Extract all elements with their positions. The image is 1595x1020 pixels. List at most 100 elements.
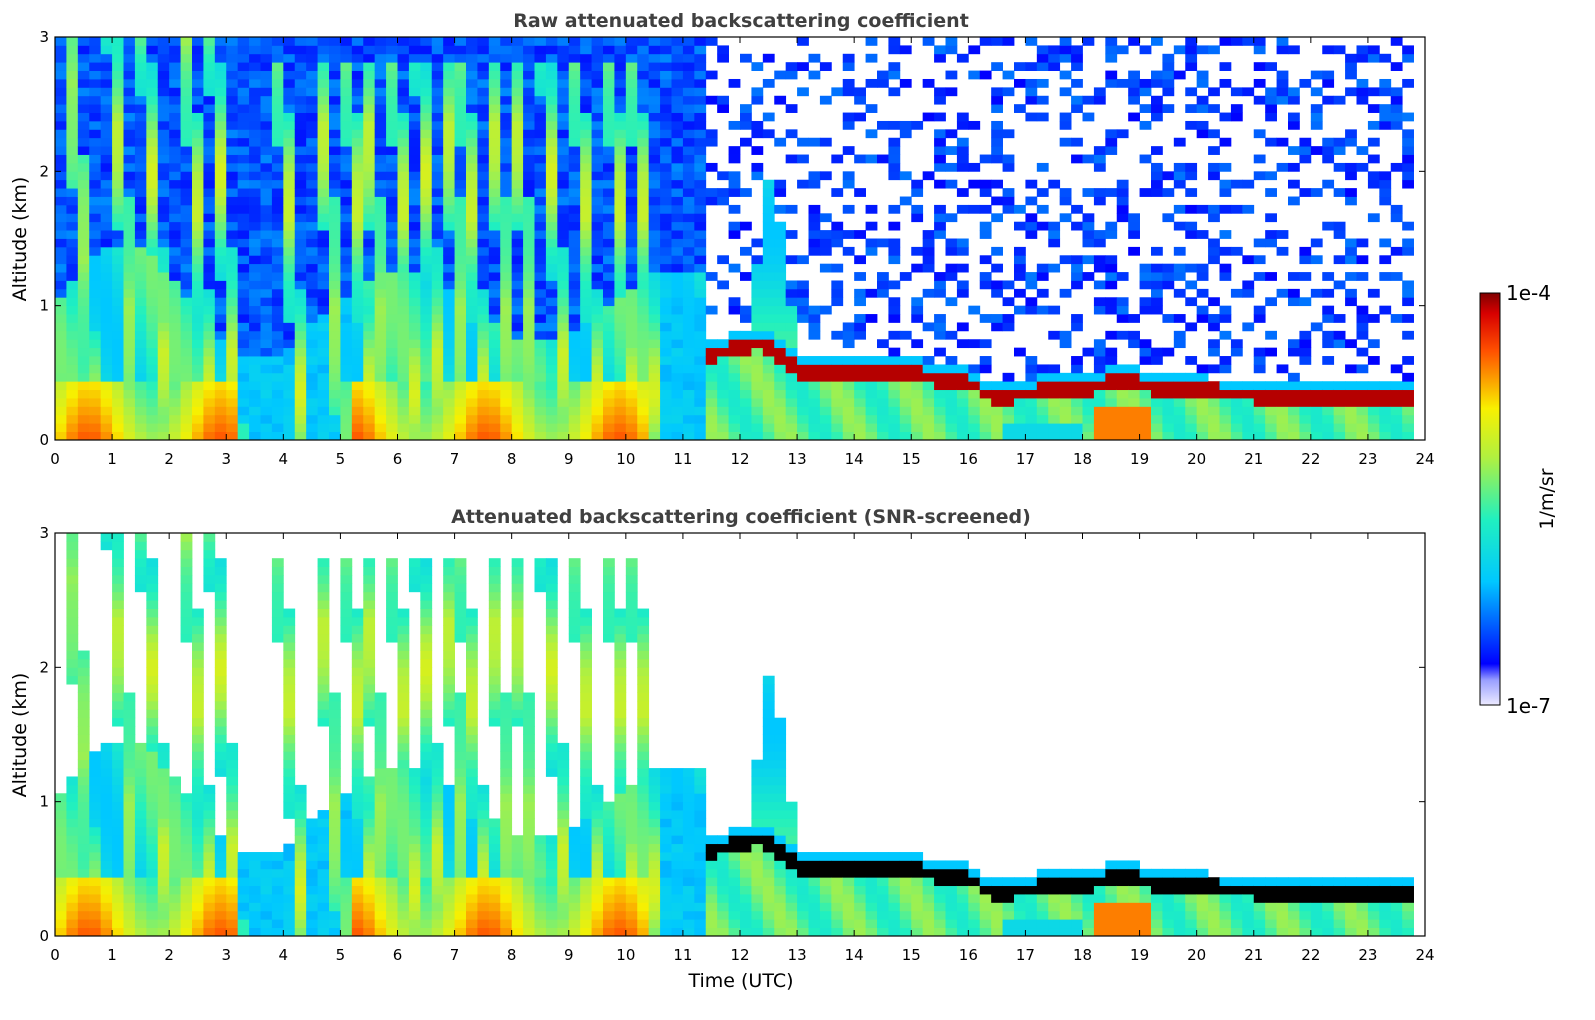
panel-raw-heatmap-cell bbox=[340, 37, 353, 46]
panel-raw-heatmap-cell bbox=[66, 330, 79, 340]
panel-raw-heatmap-cell bbox=[1105, 78, 1118, 88]
panel-raw-heatmap-cell bbox=[1196, 230, 1209, 239]
panel-raw-heatmap-cell bbox=[740, 137, 752, 147]
panel-raw-heatmap-cell bbox=[294, 288, 307, 298]
panel-screened-heatmap-cell bbox=[192, 608, 204, 618]
panel-raw-heatmap-cell bbox=[329, 406, 341, 416]
panel-raw-heatmap-cell bbox=[443, 162, 455, 172]
panel-raw-heatmap-cell bbox=[1333, 423, 1346, 433]
panel-raw-heatmap-cell bbox=[77, 347, 90, 357]
panel-raw-heatmap-cell bbox=[568, 78, 581, 88]
panel-raw-heatmap-cell bbox=[740, 221, 752, 231]
panel-raw-heatmap-cell bbox=[249, 230, 261, 239]
panel-raw-heatmap-cell bbox=[420, 221, 433, 231]
panel-raw-heatmap-cell bbox=[397, 45, 410, 55]
panel-raw-heatmap-cell bbox=[329, 280, 341, 290]
panel-raw-heatmap-cell bbox=[511, 213, 524, 223]
panel-screened-heatmap-cell bbox=[146, 684, 159, 693]
panel-screened-heatmap-cell bbox=[180, 600, 193, 609]
panel-raw-heatmap-cell bbox=[386, 431, 398, 441]
panel-raw-heatmap-cell bbox=[603, 406, 615, 416]
panel-raw-heatmap-cell bbox=[694, 204, 707, 214]
panel-raw-heatmap-cell bbox=[1002, 129, 1015, 139]
panel-screened-heatmap-cell bbox=[214, 709, 227, 719]
panel-raw-heatmap-cell bbox=[55, 238, 67, 248]
panel-raw-heatmap-cell bbox=[523, 246, 535, 256]
panel-screened-heatmap-cell bbox=[317, 574, 330, 584]
panel-raw-heatmap-cell bbox=[340, 280, 353, 290]
panel-raw-heatmap-cell bbox=[934, 221, 946, 231]
panel-raw-heatmap-cell bbox=[1402, 112, 1414, 122]
panel-raw-heatmap-cell bbox=[694, 347, 707, 357]
panel-raw-heatmap-cell bbox=[443, 196, 455, 206]
panel-raw-heatmap-cell bbox=[1082, 381, 1095, 391]
panel-raw-heatmap-cell bbox=[488, 297, 501, 307]
panel-raw-heatmap-cell bbox=[203, 87, 216, 97]
panel-raw-heatmap-cell bbox=[488, 246, 501, 256]
panel-raw-heatmap-cell bbox=[340, 381, 353, 391]
panel-raw-heatmap-cell bbox=[1059, 381, 1072, 391]
panel-raw-heatmap-cell bbox=[1322, 414, 1335, 424]
panel-raw-heatmap-cell bbox=[226, 263, 239, 273]
panel-raw-heatmap-cell bbox=[180, 314, 193, 323]
panel-raw-heatmap-cell bbox=[660, 230, 672, 239]
panel-raw-heatmap-cell bbox=[1310, 423, 1323, 433]
panel-raw-heatmap-cell bbox=[271, 221, 284, 231]
panel-raw-heatmap-cell bbox=[408, 280, 421, 290]
panel-raw-heatmap-cell bbox=[728, 356, 741, 365]
panel-screened-heatmap-cell bbox=[329, 742, 341, 752]
panel-raw-heatmap-cell bbox=[363, 221, 376, 231]
panel-raw-heatmap-cell bbox=[648, 37, 661, 46]
panel-raw-heatmap-cell bbox=[408, 414, 421, 424]
panel-raw-heatmap-cell bbox=[1402, 154, 1414, 164]
panel-raw-heatmap-cell bbox=[614, 305, 627, 315]
panel-raw-heatmap-cell bbox=[237, 112, 250, 122]
panel-raw-heatmap-cell bbox=[408, 230, 421, 239]
panel-screened-heatmap-cell bbox=[351, 667, 364, 677]
panel-raw-heatmap-cell bbox=[1196, 381, 1209, 391]
panel-raw-heatmap-cell bbox=[477, 297, 490, 307]
panel-raw-heatmap-cell bbox=[203, 154, 216, 164]
panel-raw-heatmap-cell bbox=[682, 364, 695, 374]
panel-raw-heatmap-cell bbox=[625, 297, 638, 307]
panel-raw-heatmap-cell bbox=[877, 372, 889, 382]
panel-raw-heatmap-cell bbox=[466, 120, 478, 130]
panel-raw-heatmap-cell bbox=[237, 389, 250, 399]
panel-raw-heatmap-cell bbox=[865, 406, 878, 416]
panel-raw-heatmap-cell bbox=[443, 146, 455, 155]
panel-raw-heatmap-cell bbox=[157, 221, 170, 231]
panel-raw-heatmap-cell bbox=[1356, 45, 1369, 55]
panel-raw-heatmap-cell bbox=[466, 347, 478, 357]
panel-raw-heatmap-cell bbox=[55, 406, 67, 416]
panel-raw-heatmap-cell bbox=[671, 179, 684, 189]
panel-raw-heatmap-cell bbox=[831, 230, 844, 239]
panel-raw-heatmap-cell bbox=[637, 305, 650, 315]
panel-raw-heatmap-cell bbox=[77, 364, 90, 374]
panel-raw-heatmap-cell bbox=[351, 137, 364, 147]
panel-raw-heatmap-cell bbox=[568, 238, 581, 248]
panel-raw-heatmap-cell bbox=[979, 280, 992, 290]
panel-screened-heatmap-cell bbox=[112, 776, 124, 786]
panel-raw-heatmap-cell bbox=[1014, 104, 1026, 113]
panel-raw-heatmap-cell bbox=[625, 238, 638, 248]
panel-raw-heatmap-cell bbox=[511, 414, 524, 424]
panel-raw-heatmap-cell bbox=[283, 221, 296, 231]
panel-raw-heatmap-cell bbox=[1185, 389, 1198, 399]
panel-raw-heatmap-cell bbox=[203, 314, 216, 323]
panel-raw-heatmap-cell bbox=[431, 45, 444, 55]
panel-raw-heatmap-cell bbox=[1071, 372, 1083, 382]
panel-raw-heatmap-cell bbox=[511, 372, 524, 382]
panel-raw-heatmap-cell bbox=[169, 87, 181, 97]
panel-screened-heatmap-cell bbox=[77, 751, 90, 761]
panel-raw-heatmap-cell bbox=[1379, 196, 1392, 206]
panel-raw-heatmap-cell bbox=[89, 372, 102, 382]
panel-raw-heatmap-cell bbox=[557, 398, 570, 407]
panel-raw-heatmap-cell bbox=[1139, 423, 1152, 433]
panel-screened-heatmap-cell bbox=[317, 919, 330, 929]
panel-raw-heatmap-cell bbox=[797, 381, 809, 391]
panel-screened-heatmap-cell bbox=[351, 902, 364, 912]
panel-raw-heatmap-cell bbox=[1036, 78, 1049, 88]
panel-raw-heatmap-cell bbox=[614, 221, 627, 231]
panel-raw-heatmap-cell bbox=[1105, 381, 1118, 391]
panel-raw-heatmap-cell bbox=[89, 104, 102, 113]
